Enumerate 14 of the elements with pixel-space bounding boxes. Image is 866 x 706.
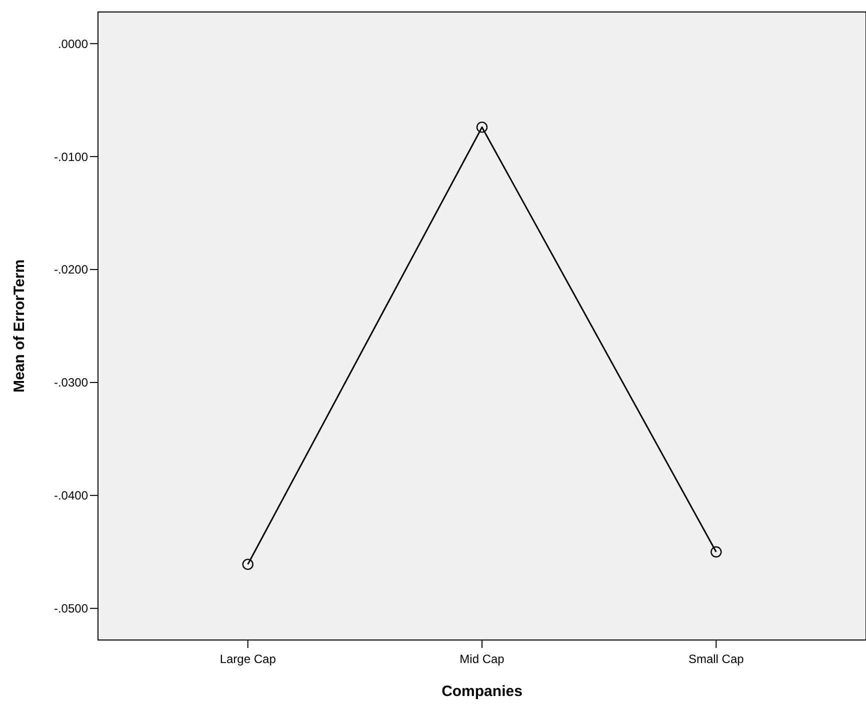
y-tick-label: -.0100 bbox=[54, 150, 88, 164]
y-axis-title: Mean of ErrorTerm bbox=[11, 259, 28, 393]
y-tick-label: -.0300 bbox=[54, 376, 88, 390]
point bbox=[242, 558, 254, 570]
y-tick-label: -.0400 bbox=[54, 488, 88, 503]
x-tick-label: Small Cap bbox=[688, 652, 744, 666]
y-tick-label: .0000 bbox=[58, 36, 88, 51]
y-tick-label: -.0500 bbox=[54, 602, 88, 616]
point bbox=[710, 546, 722, 558]
x-tick-label: Mid Cap bbox=[460, 652, 505, 666]
x-axis-title: Companies bbox=[442, 683, 522, 700]
point bbox=[476, 122, 488, 133]
x-tick-label: Large Cap bbox=[220, 652, 276, 666]
y-tick-label: -.0200 bbox=[54, 262, 88, 277]
